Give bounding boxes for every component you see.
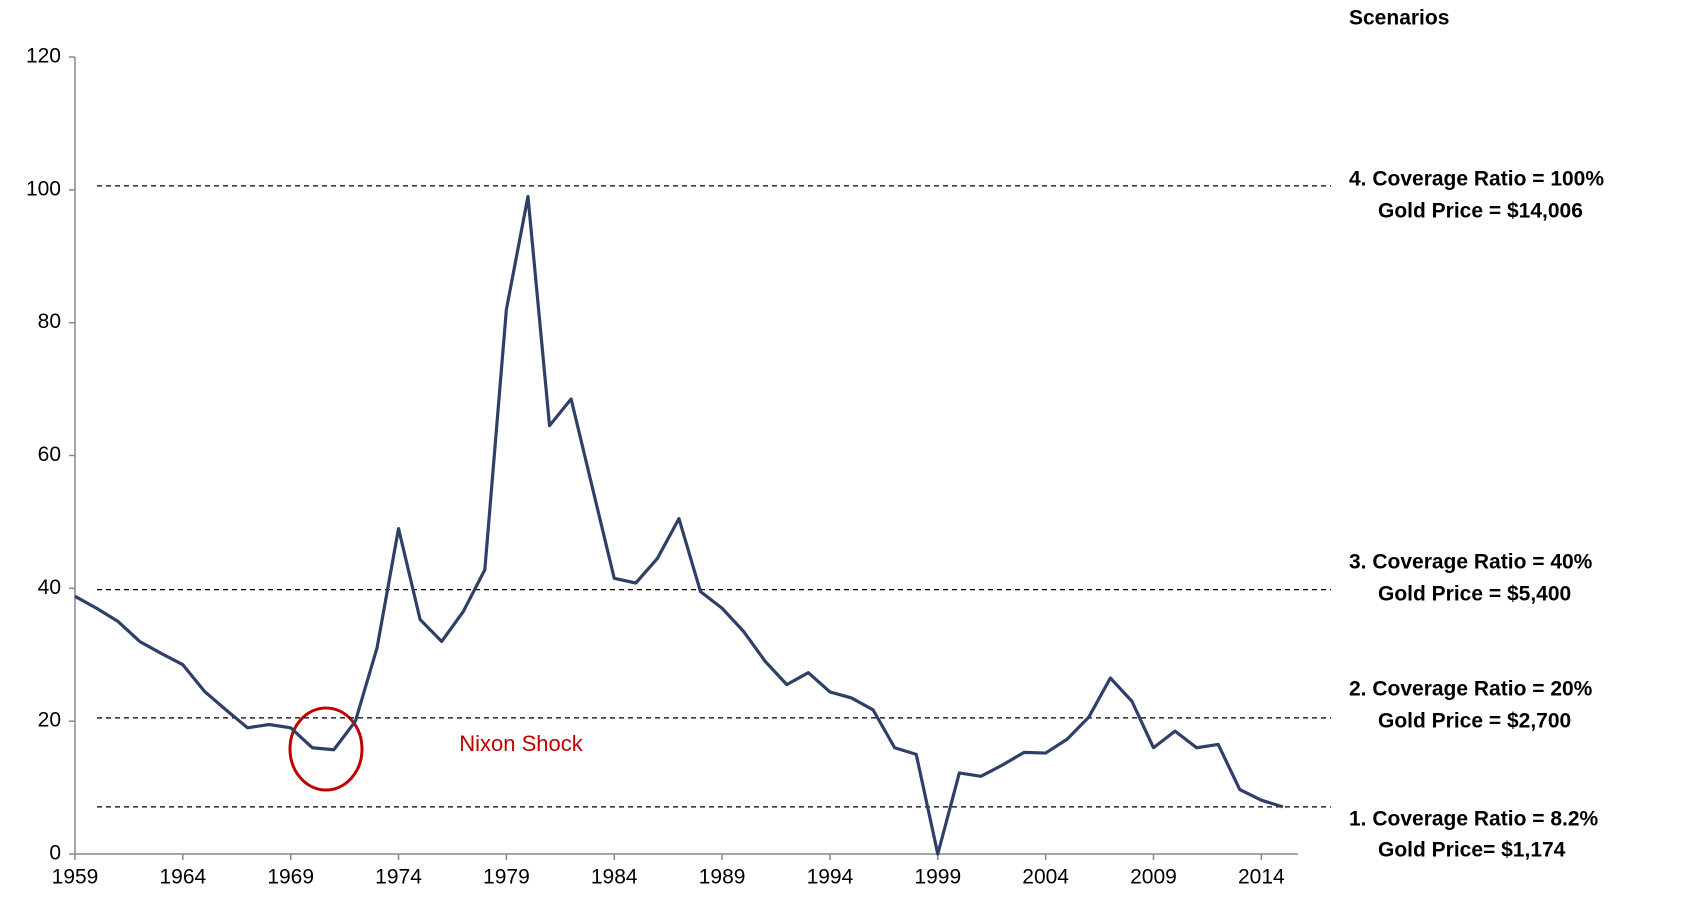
scenarios-header: Scenarios [1349,7,1449,30]
scenario-label: 1. Coverage Ratio = 8.2% [1349,808,1599,831]
x-tick-label: 1959 [52,866,99,889]
scenario-label: Gold Price = $5,400 [1378,583,1571,606]
x-tick-label: 2014 [1238,866,1285,889]
y-tick-label: 80 [38,310,61,333]
data-line [74,194,1284,856]
scenario-label: Gold Price = $14,006 [1378,200,1583,223]
y-tick-label: 20 [38,709,61,732]
scenario-label: Gold Price = $2,700 [1378,710,1571,733]
annotation: Nixon Shock [459,731,584,756]
y-tick-label: 60 [38,443,61,466]
y-tick-label: 0 [49,842,61,865]
x-tick-label: 2004 [1022,866,1069,889]
y-tick-label: 120 [26,45,61,68]
x-tick-label: 1999 [914,866,961,889]
x-tick-label: 1979 [483,866,530,889]
scenario-label: 2. Coverage Ratio = 20% [1349,678,1593,701]
scenario-label: 3. Coverage Ratio = 40% [1349,551,1593,574]
x-tick-label: 2009 [1130,866,1177,889]
x-tick-label: 1994 [807,866,854,889]
scenario-label: 4. Coverage Ratio = 100% [1349,168,1604,191]
y-tick-label: 40 [38,576,61,599]
x-tick-label: 1984 [591,866,638,889]
y-tick-label: 100 [26,177,61,200]
x-tick-label: 1989 [699,866,746,889]
x-tick-label: 1974 [375,866,422,889]
x-tick-label: 1969 [267,866,314,889]
nixon-circle [288,706,364,792]
scenario-label: Gold Price= $1,174 [1378,839,1566,862]
x-tick-label: 1964 [159,866,206,889]
